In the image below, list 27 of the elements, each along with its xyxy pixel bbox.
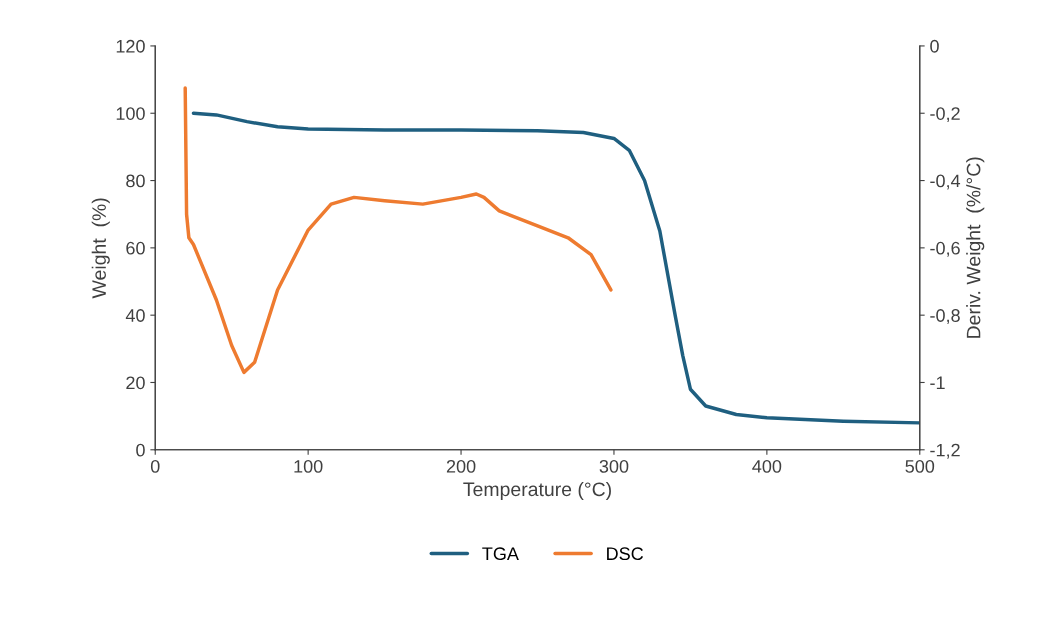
line-series bbox=[191, 111, 920, 425]
legend-label: TGA bbox=[482, 547, 519, 561]
y-tick-label: 0 bbox=[136, 443, 145, 457]
y2-tick-label: -0,4 bbox=[930, 174, 961, 190]
y2-tick-label: 0 bbox=[930, 39, 939, 53]
x-tick-label: 100 bbox=[294, 459, 323, 473]
x-tick-label: 500 bbox=[905, 459, 935, 473]
y2-tick-label: -0,6 bbox=[930, 241, 960, 257]
y2-axis-title: Deriv. Weight (%/°C) bbox=[966, 157, 985, 338]
legend-label: DSC bbox=[607, 547, 644, 561]
y2-tick-label: -0,2 bbox=[930, 107, 960, 123]
x-tick-label: 300 bbox=[599, 459, 629, 473]
y2-tick-label: -1 bbox=[930, 376, 945, 390]
x-tick-label: 200 bbox=[446, 459, 476, 473]
y-tick-label: 20 bbox=[126, 376, 145, 390]
y-tick-label: 100 bbox=[116, 107, 145, 120]
line-series bbox=[183, 86, 613, 375]
y-tick-label: 120 bbox=[116, 39, 145, 53]
x-tick-label: 400 bbox=[752, 459, 782, 473]
y-axis-title: Weight (%) bbox=[91, 198, 110, 299]
y2-tick-label: -0,8 bbox=[930, 309, 960, 325]
y2-tick-label: -1,2 bbox=[930, 443, 960, 459]
x-axis-title: Temperature (°C) bbox=[463, 481, 611, 501]
y-tick-label: 60 bbox=[126, 241, 145, 255]
y-tick-label: 40 bbox=[125, 309, 145, 322]
x-tick-label: 0 bbox=[150, 459, 160, 473]
y-tick-label: 80 bbox=[126, 174, 145, 188]
